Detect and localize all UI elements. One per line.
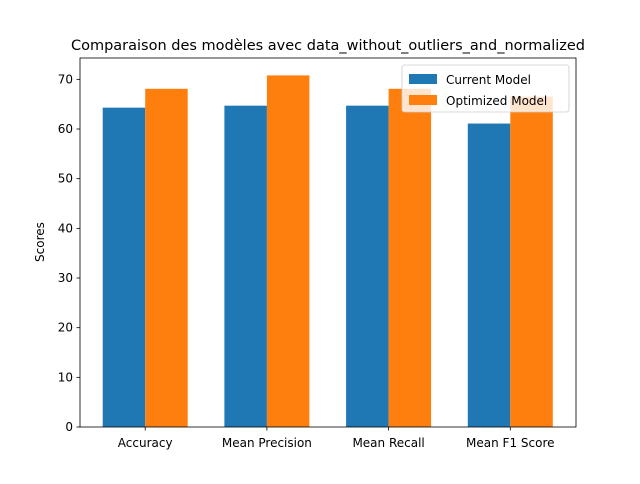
chart-title: Comparaison des modèles avec data_withou… bbox=[71, 38, 585, 54]
legend-label-0: Current Model bbox=[446, 73, 531, 87]
bar-current-3 bbox=[467, 123, 511, 428]
legend-swatch-0 bbox=[409, 74, 437, 84]
y-tick-label-3: 30 bbox=[58, 271, 73, 285]
y-tick-label-4: 40 bbox=[58, 221, 73, 235]
legend: Current Model Optimized Model bbox=[401, 64, 570, 113]
y-tick-label-5: 50 bbox=[58, 172, 73, 186]
x-tick-label-1: Mean Precision bbox=[222, 436, 312, 450]
plot-frame bbox=[79, 57, 577, 428]
y-tick-label-6: 60 bbox=[58, 122, 73, 136]
y-axis-label: Scores bbox=[33, 222, 47, 262]
bar-optimized-2 bbox=[388, 88, 432, 428]
bar-optimized-3 bbox=[510, 96, 553, 427]
x-tick-label-2: Mean Recall bbox=[352, 436, 424, 450]
bars-layer bbox=[102, 75, 553, 428]
bar-optimized-1 bbox=[266, 75, 310, 427]
y-tick-label-7: 70 bbox=[58, 72, 73, 86]
legend-label-1: Optimized Model bbox=[446, 94, 547, 108]
y-tick-label-1: 10 bbox=[58, 370, 73, 384]
bar-optimized-0 bbox=[145, 88, 188, 428]
bar-current-0 bbox=[102, 107, 146, 428]
legend-box bbox=[401, 64, 570, 113]
x-tick-label-3: Mean F1 Score bbox=[466, 436, 554, 450]
x-tick-label-0: Accuracy bbox=[118, 436, 173, 450]
bar-current-2 bbox=[346, 105, 389, 427]
y-tick-label-0: 0 bbox=[65, 420, 73, 434]
axes-layer: 0 10 20 30 40 50 60 70 Accuracy Mean Precision Mea… bbox=[58, 57, 577, 450]
y-tick-label-2: 20 bbox=[58, 321, 73, 335]
legend-swatch-1 bbox=[409, 95, 437, 105]
bar-current-1 bbox=[224, 105, 267, 427]
